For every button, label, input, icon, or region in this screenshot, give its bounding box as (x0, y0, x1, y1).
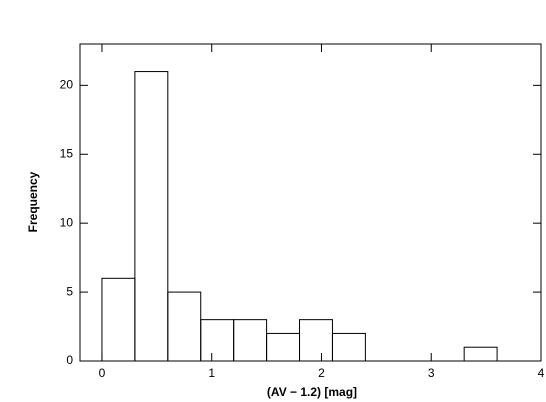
histogram-bar (200, 319, 235, 362)
y-tick-label: 15 (60, 146, 74, 160)
x-axis-label: (AV − 1.2) [mag] (267, 385, 357, 399)
histogram-bar (233, 319, 268, 362)
y-axis-label: Frequency (26, 171, 40, 232)
y-tick-label: 20 (60, 78, 74, 92)
x-tick-label: 0 (99, 366, 106, 380)
x-tick-label: 4 (538, 366, 545, 380)
y-tick-label: 5 (66, 284, 73, 298)
x-tick-label: 2 (318, 366, 325, 380)
histogram-bar (331, 332, 366, 362)
plot-frame (79, 43, 542, 362)
y-tick-label: 0 (66, 353, 73, 367)
histogram-bar (101, 277, 136, 362)
histogram-bar (266, 332, 301, 362)
y-tick-label: 10 (60, 215, 74, 229)
histogram-bar (463, 346, 498, 362)
x-tick-label: 3 (428, 366, 435, 380)
histogram-bar (299, 319, 333, 362)
histogram-bar (134, 71, 169, 362)
histogram-bar (167, 291, 202, 362)
x-tick-label: 1 (208, 366, 215, 380)
